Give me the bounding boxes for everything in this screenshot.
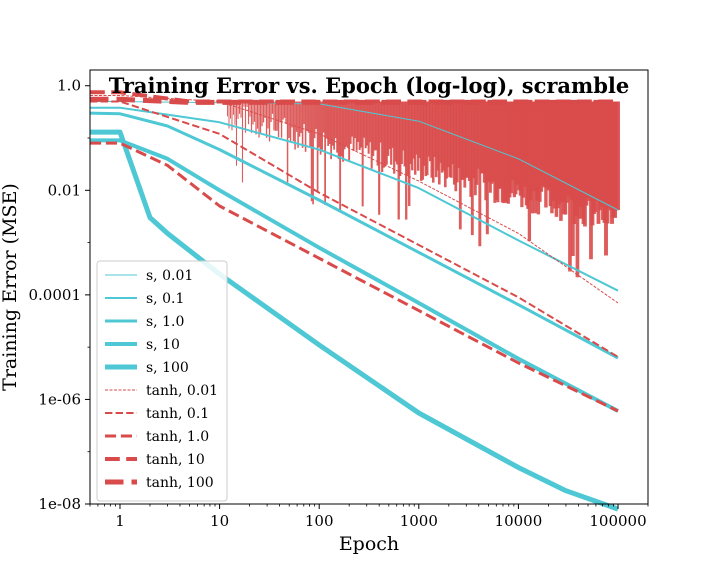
x-axis: 1 10 100 1000 10000 100000	[89, 504, 649, 530]
y-tick-label: 0.01	[48, 181, 81, 199]
series-line-6	[90, 100, 619, 358]
legend-label: s, 100	[146, 360, 189, 376]
series-line-1	[90, 106, 619, 292]
y-tick-label: 1e-08	[38, 495, 81, 513]
x-axis-label: Epoch	[339, 533, 399, 555]
x-tick-label: 10	[210, 512, 229, 530]
legend: s, 0.01 s, 0.1 s, 1.0 s, 10 s, 100 tanh, 0.01…	[96, 260, 228, 502]
series-line-2	[89, 111, 619, 360]
series-line-4	[90, 129, 619, 512]
legend-label: tanh, 0.1	[146, 406, 209, 422]
legend-label: tanh, 1.0	[146, 429, 209, 445]
y-axis: 1e-08 1e-06 0.0001 0.01 1.0	[29, 77, 90, 513]
y-axis-label: Training Error (MSE)	[0, 183, 21, 391]
y-tick-label: 1e-06	[38, 390, 81, 408]
noise-band	[226, 101, 621, 278]
legend-label: tanh, 100	[146, 475, 214, 491]
x-tick-label: 1	[115, 512, 125, 530]
x-tick-label: 1000	[400, 512, 438, 530]
y-tick-label: 1.0	[57, 77, 81, 95]
legend-label: s, 0.01	[146, 268, 193, 284]
series-line-3	[90, 138, 619, 413]
legend-label: tanh, 10	[146, 452, 205, 468]
x-tick-label: 10000	[495, 512, 543, 530]
legend-label: s, 1.0	[146, 314, 184, 330]
chart-title: Training Error vs. Epoch (log-log), scra…	[109, 73, 630, 98]
plot-frame	[89, 69, 649, 505]
series-line-9	[90, 96, 618, 105]
series-line-5	[90, 95, 619, 304]
x-tick-label: 100	[305, 512, 334, 530]
x-tick-label: 100000	[589, 512, 646, 530]
series-line-7	[90, 141, 619, 413]
series-lines	[89, 90, 619, 512]
legend-label: s, 0.1	[146, 291, 184, 307]
legend-label: tanh, 0.01	[146, 383, 218, 399]
y-tick-label: 0.0001	[29, 286, 82, 304]
legend-label: s, 10	[146, 337, 180, 353]
